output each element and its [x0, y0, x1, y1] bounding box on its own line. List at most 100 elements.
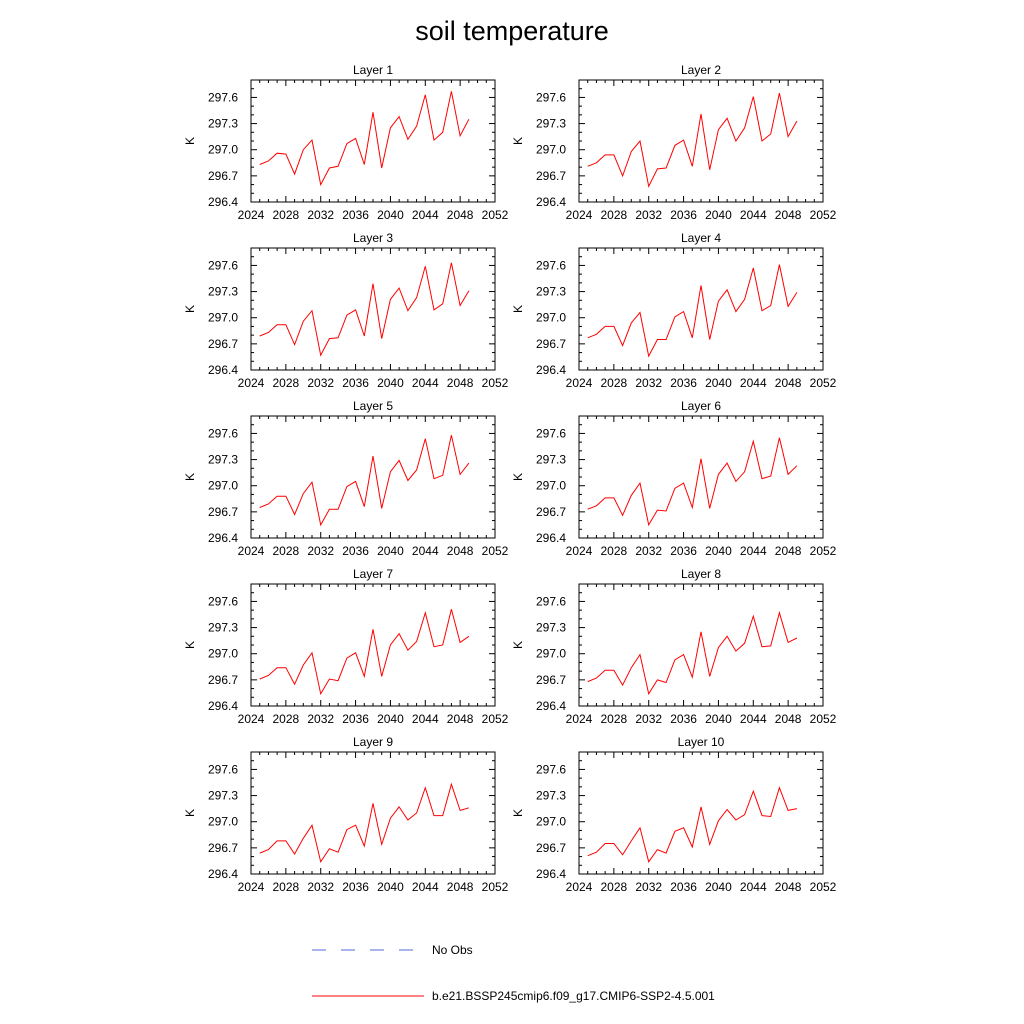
y-tick-label: 297.6 — [536, 762, 566, 776]
y-tick-label: 296.4 — [208, 699, 238, 713]
y-tick-label: 296.4 — [536, 363, 566, 377]
x-tick-label: 2028 — [601, 544, 628, 558]
y-tick-label: 296.4 — [208, 867, 238, 881]
x-tick-label: 2040 — [705, 544, 732, 558]
x-tick-label: 2044 — [412, 712, 439, 726]
y-tick-label: 296.7 — [208, 169, 238, 183]
x-tick-label: 2044 — [740, 208, 767, 222]
x-tick-label: 2040 — [377, 712, 404, 726]
y-tick-label: 296.4 — [536, 195, 566, 209]
x-tick-label: 2048 — [447, 376, 474, 390]
y-tick-label: 297.0 — [208, 143, 238, 157]
y-tick-label: 296.4 — [208, 195, 238, 209]
x-tick-label: 2048 — [775, 712, 802, 726]
x-tick-label: 2032 — [635, 208, 662, 222]
panels-grid: Layer 1 2024 2028 2032 2036 2040 2044 2048 2052 2… — [183, 63, 837, 894]
y-tick-label: 297.6 — [208, 426, 238, 440]
y-tick-label: 297.6 — [536, 258, 566, 272]
x-tick-label: 2024 — [238, 544, 265, 558]
x-tick-label: 2024 — [566, 376, 593, 390]
x-tick-label: 2052 — [810, 208, 837, 222]
y-tick-label: 296.7 — [536, 505, 566, 519]
plot-frame — [578, 583, 824, 707]
panel-title: Layer 4 — [681, 231, 721, 245]
legend-obs-label: No Obs — [432, 943, 473, 957]
x-tick-label: 2040 — [377, 880, 404, 894]
x-tick-label: 2052 — [810, 712, 837, 726]
plot-frame — [578, 247, 824, 371]
panel-title: Layer 5 — [353, 399, 393, 413]
y-tick-label: 296.7 — [208, 673, 238, 687]
x-tick-label: 2024 — [566, 208, 593, 222]
panel-8: Layer 8 2024 2028 2032 2036 2040 2044 2048 2052 2… — [511, 567, 837, 726]
panel-title: Layer 6 — [681, 399, 721, 413]
y-axis-label: K — [511, 305, 525, 313]
series-line — [259, 91, 470, 187]
plot-frame — [250, 247, 496, 371]
x-tick-label: 2024 — [238, 712, 265, 726]
panel-3: Layer 3 2024 2028 2032 2036 2040 2044 2048 2052 2… — [183, 231, 509, 390]
x-tick-label: 2044 — [412, 208, 439, 222]
y-tick-label: 297.6 — [208, 258, 238, 272]
chart-title: soil temperature — [415, 16, 609, 46]
y-axis-label: K — [511, 473, 525, 481]
y-tick-label: 297.3 — [208, 453, 238, 467]
y-tick-label: 297.0 — [208, 647, 238, 661]
y-axis-label: K — [183, 305, 197, 313]
y-tick-label: 296.7 — [208, 337, 238, 351]
x-tick-label: 2032 — [307, 208, 334, 222]
panel-title: Layer 10 — [678, 735, 725, 749]
x-tick-label: 2040 — [377, 544, 404, 558]
x-tick-label: 2032 — [307, 544, 334, 558]
y-tick-label: 297.3 — [536, 285, 566, 299]
panel-title: Layer 8 — [681, 567, 721, 581]
y-tick-label: 296.4 — [208, 531, 238, 545]
series-line — [587, 92, 798, 188]
x-tick-label: 2036 — [670, 376, 697, 390]
plot-frame — [250, 583, 496, 707]
y-tick-label: 296.7 — [208, 841, 238, 855]
panel-1: Layer 1 2024 2028 2032 2036 2040 2044 2048 2052 2… — [183, 63, 509, 222]
panel-title: Layer 1 — [353, 63, 393, 77]
y-tick-label: 297.3 — [536, 789, 566, 803]
plot-frame — [250, 415, 496, 539]
y-tick-label: 296.4 — [208, 363, 238, 377]
y-axis-label: K — [183, 473, 197, 481]
x-tick-label: 2044 — [740, 712, 767, 726]
x-tick-label: 2036 — [342, 880, 369, 894]
x-tick-label: 2052 — [482, 376, 509, 390]
y-tick-label: 296.4 — [536, 867, 566, 881]
y-tick-label: 297.6 — [208, 762, 238, 776]
y-tick-label: 296.7 — [536, 841, 566, 855]
y-axis-label: K — [511, 641, 525, 649]
y-tick-label: 297.3 — [536, 117, 566, 131]
x-tick-label: 2032 — [635, 376, 662, 390]
plot-frame — [578, 751, 824, 875]
x-tick-label: 2052 — [810, 544, 837, 558]
y-tick-label: 297.0 — [536, 815, 566, 829]
x-tick-label: 2040 — [705, 208, 732, 222]
x-tick-label: 2044 — [412, 544, 439, 558]
x-tick-label: 2036 — [342, 712, 369, 726]
x-tick-label: 2024 — [566, 712, 593, 726]
x-tick-label: 2044 — [740, 880, 767, 894]
legend-model-label: b.e21.BSSP245cmip6.f09_g17.CMIP6-SSP2-4.… — [432, 989, 715, 1003]
y-axis-label: K — [511, 809, 525, 817]
x-tick-label: 2028 — [601, 376, 628, 390]
y-tick-label: 297.6 — [208, 594, 238, 608]
x-tick-label: 2036 — [670, 712, 697, 726]
panel-title: Layer 3 — [353, 231, 393, 245]
series-line — [259, 782, 470, 864]
x-tick-label: 2040 — [705, 712, 732, 726]
series-line — [587, 610, 798, 696]
x-tick-label: 2048 — [775, 208, 802, 222]
x-tick-label: 2036 — [342, 376, 369, 390]
x-tick-label: 2048 — [775, 544, 802, 558]
x-tick-label: 2024 — [238, 880, 265, 894]
x-tick-label: 2040 — [377, 376, 404, 390]
y-tick-label: 297.0 — [208, 311, 238, 325]
legend: No Obs b.e21.BSSP245cmip6.f09_g17.CMIP6-… — [312, 943, 715, 1003]
x-tick-label: 2032 — [635, 544, 662, 558]
y-axis-label: K — [183, 809, 197, 817]
y-tick-label: 296.7 — [536, 337, 566, 351]
